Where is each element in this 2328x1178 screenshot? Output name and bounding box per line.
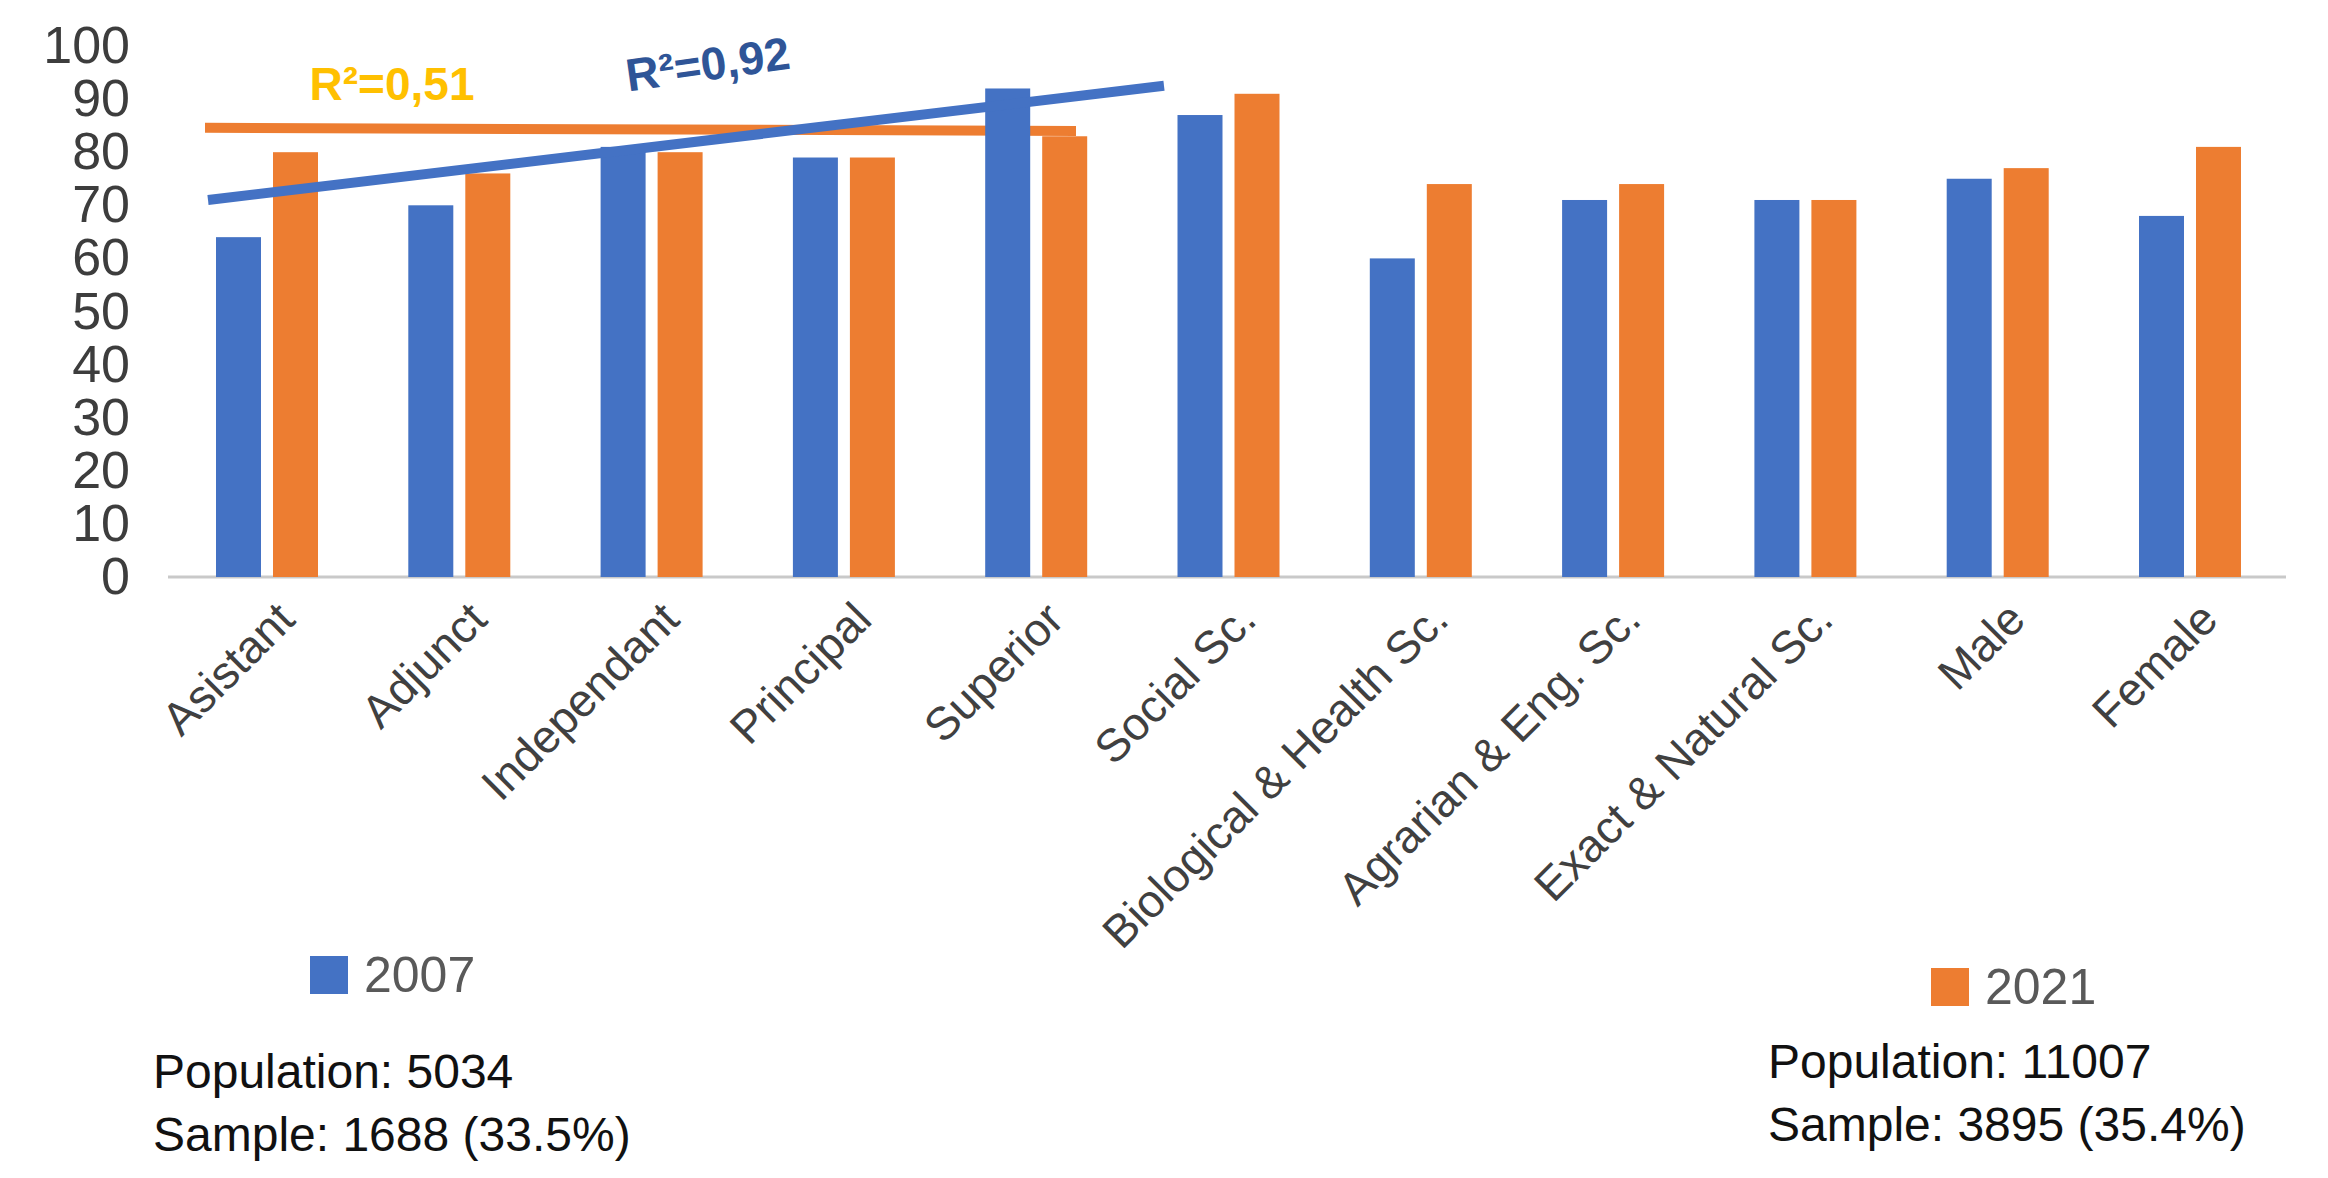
- sample-left-line: Sample: 1688 (33.5%): [153, 1103, 631, 1166]
- y-tick-label: 10: [72, 494, 130, 552]
- legend-swatch-2007: [310, 956, 348, 994]
- x-category-label: Female: [2082, 592, 2227, 737]
- x-category-label: Independant: [471, 592, 689, 810]
- bar-2021-Biological & Health Sc.: [1427, 184, 1472, 577]
- trendline-2021: [205, 128, 1076, 131]
- bar-2021-Independant: [658, 152, 703, 577]
- y-tick-label: 80: [72, 122, 130, 180]
- bar-2021-Agrarian & Eng. Sc.: [1619, 184, 1664, 577]
- legend-item-2007: 2007: [310, 950, 475, 1000]
- legend-item-2021: 2021: [1931, 962, 2096, 1012]
- x-category-label: Superior: [914, 592, 1074, 752]
- bar-2007-Biological & Health Sc.: [1370, 258, 1415, 577]
- y-tick-label: 100: [43, 16, 130, 74]
- bar-2007-Male: [1947, 179, 1992, 577]
- y-tick-label: 70: [72, 175, 130, 233]
- x-category-label: Adjunct: [351, 592, 496, 737]
- r2-label-2007: R²=0,92: [622, 27, 793, 101]
- legend-label-2007: 2007: [364, 950, 475, 1000]
- bar-2007-Independant: [601, 147, 646, 577]
- population-left-line: Population: 5034: [153, 1040, 631, 1103]
- bar-2021-Male: [2004, 168, 2049, 577]
- bar-2021-Exact & Natural Sc.: [1811, 200, 1856, 577]
- y-tick-label: 90: [72, 69, 130, 127]
- population-note-left: Population: 5034 Sample: 1688 (33.5%): [153, 1040, 631, 1166]
- y-tick-label: 20: [72, 441, 130, 499]
- y-tick-label: 40: [72, 335, 130, 393]
- x-category-label: Asistant: [152, 592, 305, 745]
- x-category-label: Male: [1927, 592, 2034, 699]
- y-tick-label: 30: [72, 388, 130, 446]
- bar-2021-Social Sc.: [1235, 94, 1280, 577]
- r2-label-2021: R²=0,51: [310, 58, 475, 110]
- bar-2021-Adjunct: [465, 173, 510, 577]
- bar-2007-Adjunct: [408, 205, 453, 577]
- y-tick-label: 50: [72, 282, 130, 340]
- bar-2021-Superior: [1042, 136, 1087, 577]
- bar-2007-Social Sc.: [1178, 115, 1223, 577]
- bar-2021-Asistant: [273, 152, 318, 577]
- bar-2021-Female: [2196, 147, 2241, 577]
- bar-2007-Principal: [793, 158, 838, 577]
- bar-2007-Asistant: [216, 237, 261, 577]
- bar-2007-Superior: [985, 88, 1030, 577]
- x-category-label: Principal: [719, 592, 881, 754]
- x-category-label: Biological & Health Sc.: [1092, 592, 1458, 958]
- bar-chart-figure: 0102030405060708090100 R²=0,51 R²=0,92 Asis…: [0, 0, 2328, 1178]
- sample-right-line: Sample: 3895 (35.4%): [1768, 1093, 2246, 1156]
- population-right-line: Population: 11007: [1768, 1030, 2246, 1093]
- bar-2007-Exact & Natural Sc.: [1754, 200, 1799, 577]
- population-note-right: Population: 11007 Sample: 3895 (35.4%): [1768, 1030, 2246, 1156]
- y-tick-label: 0: [101, 547, 130, 605]
- y-tick-label: 60: [72, 228, 130, 286]
- bar-2007-Agrarian & Eng. Sc.: [1562, 200, 1607, 577]
- x-category-label: Social Sc.: [1084, 592, 1265, 773]
- bar-2021-Principal: [850, 158, 895, 577]
- bar-2007-Female: [2139, 216, 2184, 577]
- legend-swatch-2021: [1931, 968, 1969, 1006]
- legend-label-2021: 2021: [1985, 962, 2096, 1012]
